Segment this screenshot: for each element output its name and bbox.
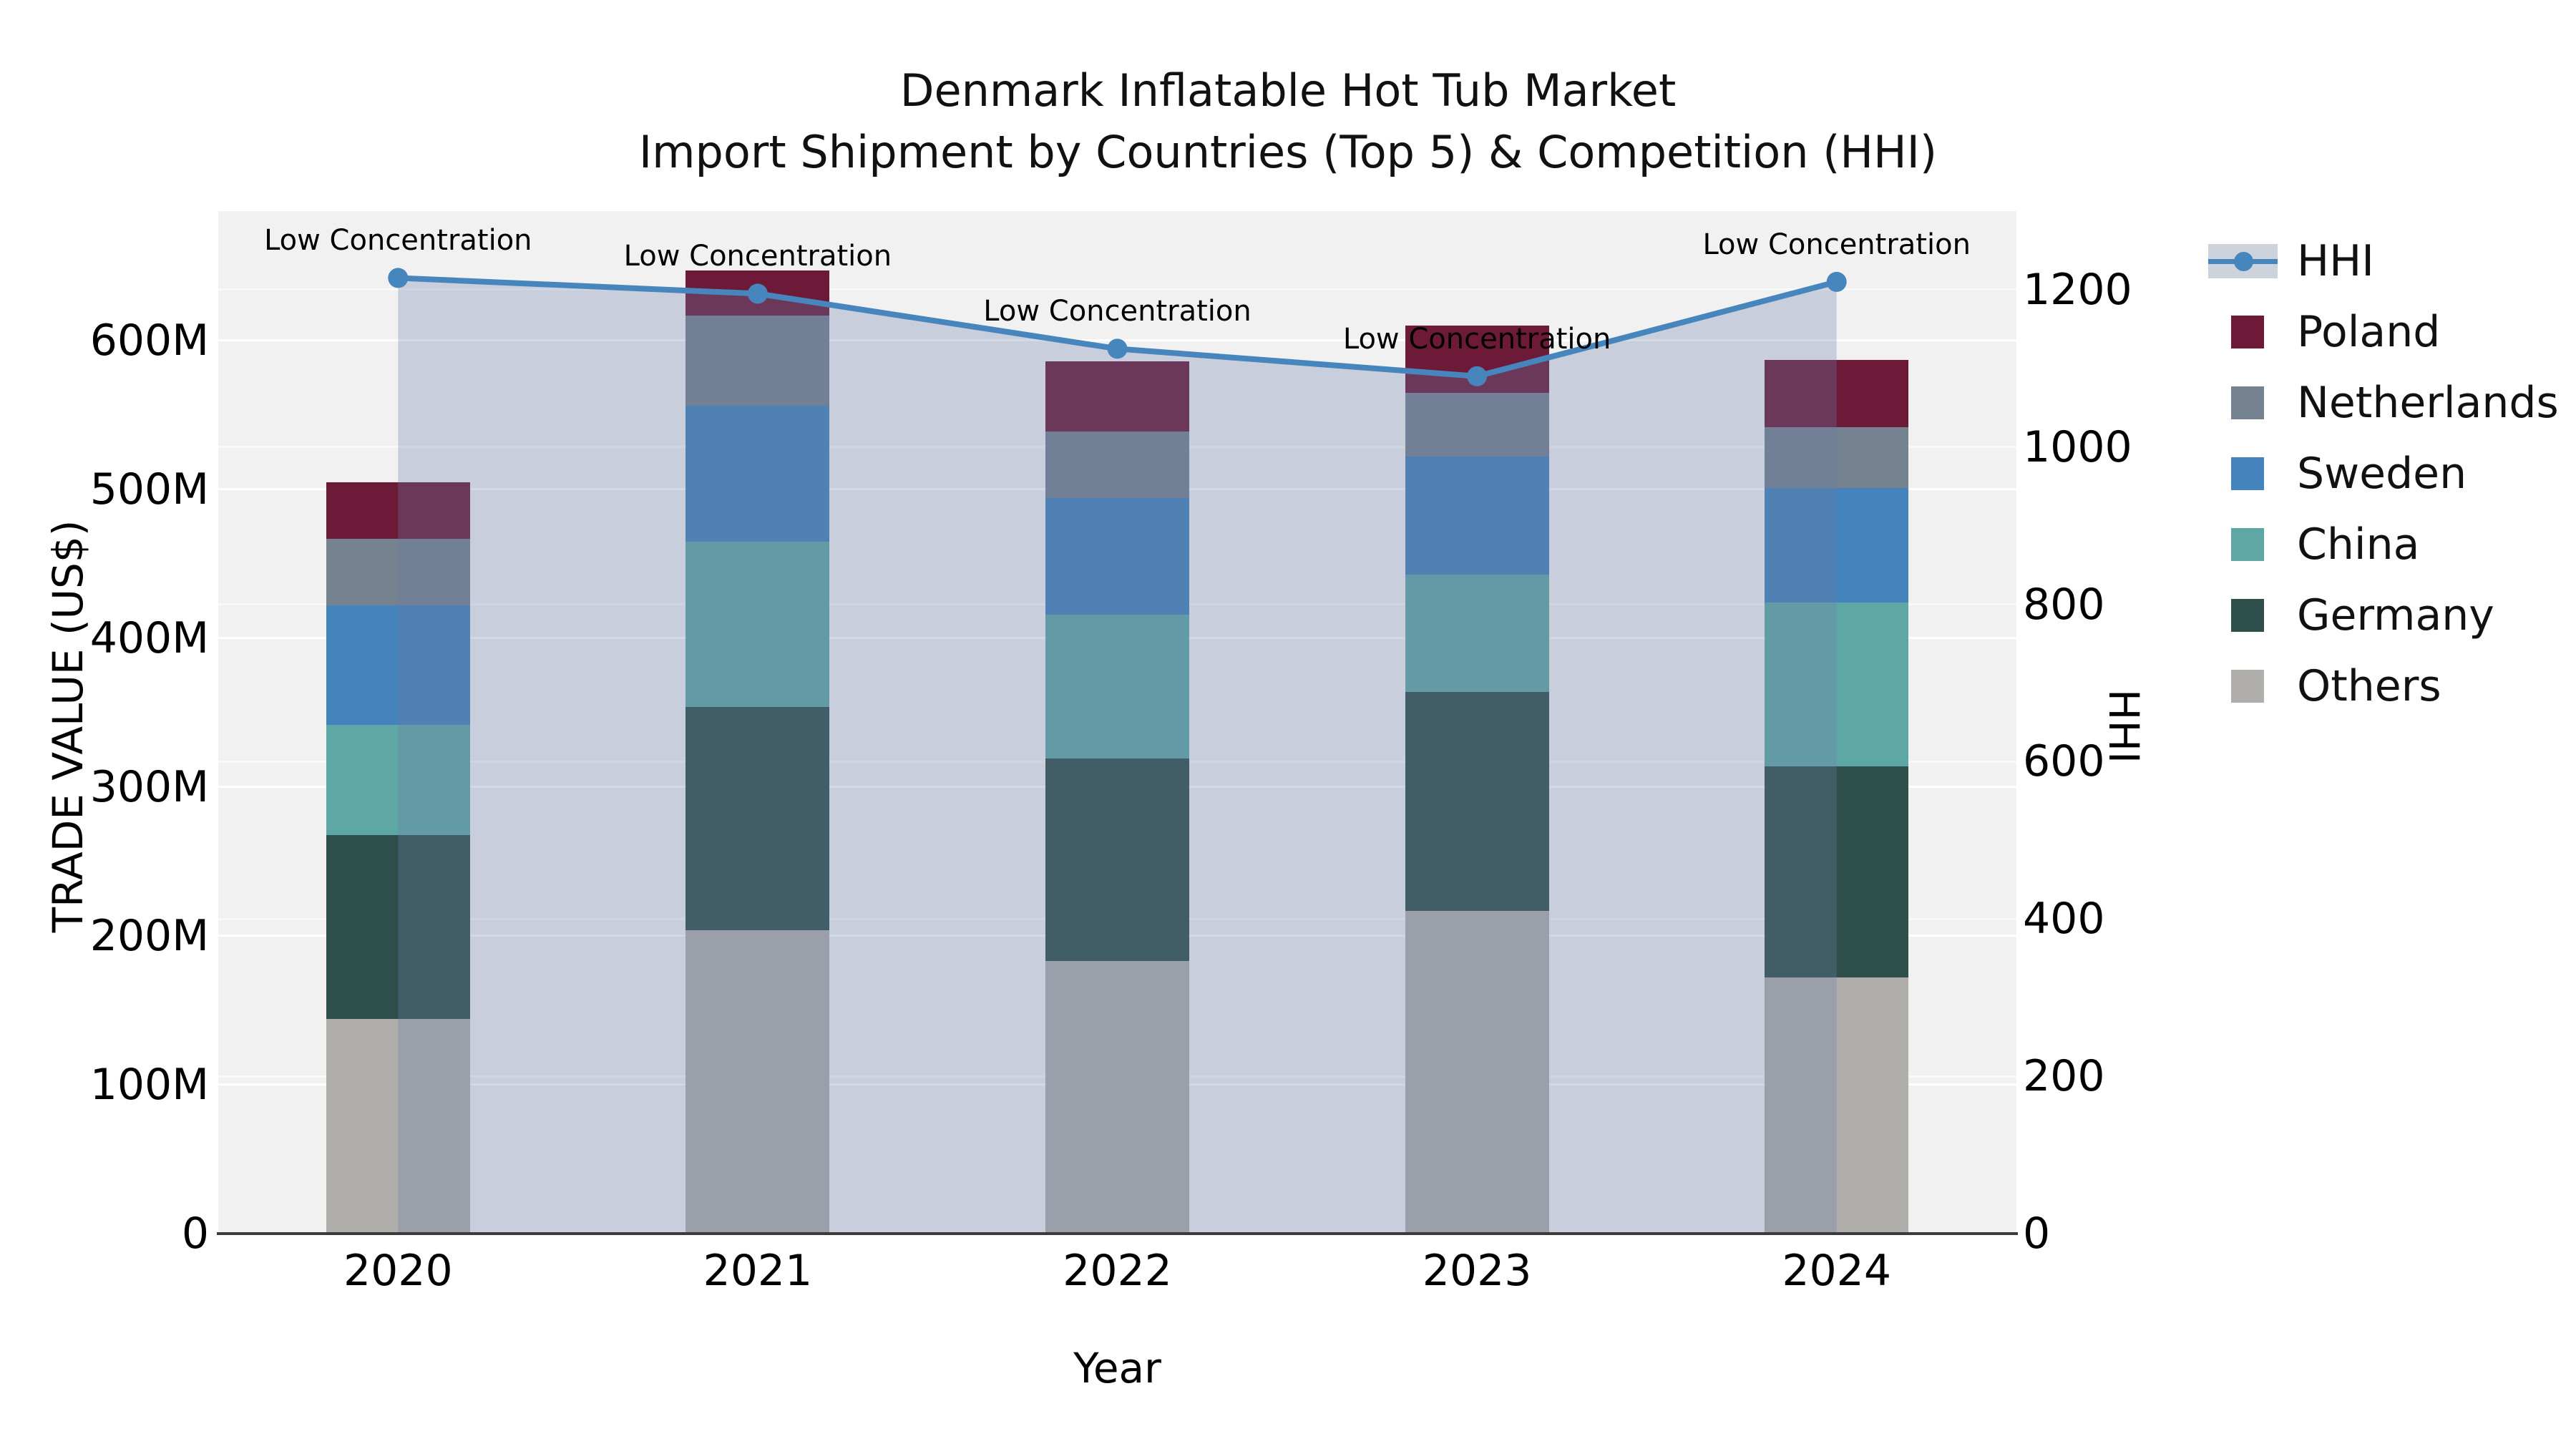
y-left-tick-400M: 400M (89, 613, 209, 663)
bar-2022-poland (1045, 361, 1189, 431)
bar-2020-netherlands (326, 538, 470, 606)
hhi-point-2020 (388, 268, 409, 288)
legend-label-china: China (2297, 519, 2420, 570)
x-tick-2021: 2021 (703, 1246, 813, 1296)
annotation-2020: Low Concentration (264, 224, 532, 258)
hhi-point-2023 (1467, 366, 1488, 386)
bar-2023-china (1405, 574, 1549, 692)
y-right-tick-200: 200 (2023, 1051, 2105, 1102)
hhi-point-2022 (1107, 338, 1128, 359)
legend-item-hhi: HHI (2208, 236, 2573, 286)
hhi-legend-dot (2234, 252, 2253, 271)
legend-label-others: Others (2297, 661, 2441, 711)
y-axis-right-title: HHI (2099, 688, 2148, 763)
chart-title-line1: Denmark Inflatable Hot Tub Market (899, 64, 1677, 117)
bar-2023-netherlands (1405, 392, 1549, 457)
hhi-line-layer (388, 268, 1847, 1234)
bar-2023-others (1405, 910, 1549, 1234)
bar-2023-germany (1405, 691, 1549, 911)
plot-area: Low Concentration Low Concentration Low Co… (218, 211, 2016, 1234)
x-tick-2022: 2022 (1063, 1246, 1172, 1296)
legend-item-china: China (2208, 519, 2573, 570)
hhi-point-2024 (1826, 271, 1847, 292)
legend-label-netherlands: Netherlands (2297, 378, 2559, 428)
y-left-tick-600M: 600M (89, 315, 209, 366)
y-right-tick-400: 400 (2023, 894, 2105, 945)
bar-2024-poland (1765, 360, 1909, 427)
bar-2022-sweden (1045, 498, 1189, 615)
bar-2022-netherlands (1045, 431, 1189, 499)
legend-label-hhi: HHI (2297, 236, 2374, 286)
legend-swatch-china (2231, 528, 2264, 561)
y-axis-left-title: TRADE VALUE (US$) (44, 519, 92, 932)
bar-2021-germany (686, 706, 830, 930)
legend-swatch-netherlands (2231, 386, 2264, 419)
y-right-tick-800: 800 (2023, 579, 2105, 630)
x-axis-spine (217, 1232, 2018, 1235)
annotation-2024: Low Concentration (1702, 228, 1971, 261)
legend-label-sweden: Sweden (2297, 449, 2467, 499)
legend-swatch-germany (2231, 599, 2264, 632)
legend-label-germany: Germany (2297, 590, 2494, 640)
legend-item-germany: Germany (2208, 590, 2573, 640)
bar-2021-netherlands (686, 315, 830, 406)
bar-2024-others (1765, 977, 1909, 1234)
x-tick-2024: 2024 (1782, 1246, 1892, 1296)
x-tick-2020: 2020 (343, 1246, 453, 1296)
bar-2024-germany (1765, 766, 1909, 978)
bar-2020-germany (326, 834, 470, 1020)
y-right-tick-1000: 1000 (2023, 421, 2132, 472)
y-right-tick-1200: 1200 (2023, 264, 2132, 315)
bar-2022-china (1045, 614, 1189, 759)
legend-swatch-poland (2231, 316, 2264, 348)
y-left-tick-200M: 200M (89, 910, 209, 961)
bar-2024-china (1765, 602, 1909, 766)
legend-swatch-sweden (2231, 457, 2264, 490)
bar-2020-poland (326, 482, 470, 539)
hhi-point-2021 (747, 283, 768, 304)
bar-2022-germany (1045, 758, 1189, 962)
y-right-tick-0: 0 (2023, 1209, 2051, 1259)
legend-item-sweden: Sweden (2208, 449, 2573, 499)
chart-title: Denmark Inflatable Hot Tub Market Import… (0, 60, 2576, 183)
gridline-right-1200 (218, 288, 2016, 291)
legend-item-others: Others (2208, 661, 2573, 711)
bar-2024-netherlands (1765, 426, 1909, 488)
legend-label-poland: Poland (2297, 307, 2441, 357)
legend-item-poland: Poland (2208, 307, 2573, 357)
bar-2022-others (1045, 961, 1189, 1234)
y-left-tick-100M: 100M (89, 1059, 209, 1110)
bar-2023-sweden (1405, 457, 1549, 575)
legend-item-netherlands: Netherlands (2208, 378, 2573, 428)
y-right-tick-600: 600 (2023, 736, 2105, 787)
annotation-2023: Low Concentration (1342, 322, 1611, 356)
x-axis-title: Year (1073, 1344, 1161, 1392)
annotation-2022: Low Concentration (983, 295, 1252, 328)
bar-2021-china (686, 541, 830, 707)
bar-2020-china (326, 724, 470, 835)
legend-swatch-others (2231, 670, 2264, 703)
y-left-tick-500M: 500M (89, 464, 209, 514)
y-left-tick-0: 0 (181, 1209, 209, 1259)
chart-title-line2: Import Shipment by Countries (Top 5) & C… (638, 126, 1938, 178)
annotation-2021: Low Concentration (623, 240, 892, 273)
hhi-legend-marker (2208, 244, 2278, 278)
bar-2020-sweden (326, 605, 470, 725)
bar-2024-sweden (1765, 487, 1909, 603)
bar-2021-others (686, 930, 830, 1234)
y-left-tick-300M: 300M (89, 761, 209, 812)
x-tick-2023: 2023 (1422, 1246, 1532, 1296)
bar-2020-others (326, 1019, 470, 1234)
bar-2021-sweden (686, 406, 830, 542)
hhi-area-fill (398, 278, 1837, 1234)
